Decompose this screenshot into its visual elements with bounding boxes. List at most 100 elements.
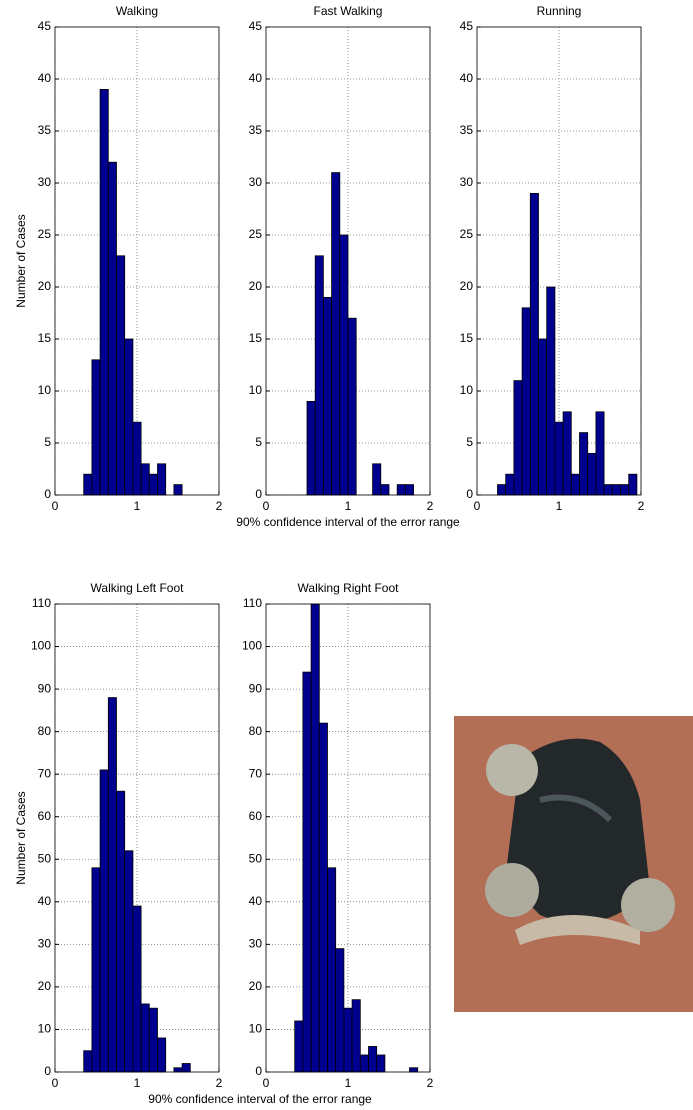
bar — [158, 1038, 166, 1072]
y-tick-label: 0 — [466, 487, 473, 501]
bar — [141, 464, 149, 495]
chart-title: Walking Left Foot — [91, 581, 185, 595]
y-tick-label: 60 — [249, 809, 263, 823]
y-tick-label: 70 — [249, 766, 263, 780]
bar — [373, 464, 381, 495]
bar — [580, 433, 588, 495]
y-tick-label: 20 — [249, 279, 263, 293]
x-tick-label: 2 — [427, 499, 434, 513]
bar — [547, 287, 555, 495]
y-tick-label: 25 — [249, 227, 263, 241]
bar — [539, 339, 547, 495]
y-tick-label: 15 — [249, 331, 263, 345]
bar — [522, 308, 530, 495]
y-tick-label: 0 — [44, 1064, 51, 1078]
y-tick-label: 40 — [249, 894, 263, 908]
y-tick-label: 90 — [38, 681, 52, 695]
bar — [149, 1008, 157, 1072]
y-tick-label: 80 — [249, 724, 263, 738]
x-tick-label: 1 — [134, 1076, 141, 1090]
bar — [307, 401, 315, 495]
bar — [117, 791, 125, 1072]
bar — [405, 485, 413, 495]
y-tick-label: 30 — [38, 937, 52, 951]
bar — [596, 412, 604, 495]
y-tick-label: 45 — [38, 19, 52, 33]
x-tick-label: 1 — [556, 499, 563, 513]
x-tick-label: 2 — [638, 499, 645, 513]
bar — [117, 256, 125, 495]
y-tick-label: 80 — [38, 724, 52, 738]
bar — [92, 868, 100, 1072]
bar — [92, 360, 100, 495]
x-tick-label: 1 — [345, 1076, 352, 1090]
bar — [323, 297, 331, 495]
bar — [621, 485, 629, 495]
y-axis-label: Number of Cases — [14, 791, 28, 884]
y-tick-label: 5 — [466, 435, 473, 449]
y-tick-label: 100 — [31, 639, 51, 653]
bar — [319, 723, 327, 1072]
y-tick-label: 110 — [243, 596, 262, 610]
bar — [360, 1055, 368, 1072]
x-tick-label: 0 — [263, 1076, 270, 1090]
y-tick-label: 70 — [38, 766, 52, 780]
bar — [340, 235, 348, 495]
y-tick-label: 60 — [38, 809, 52, 823]
y-axis-label: Number of Cases — [14, 214, 28, 307]
bar — [158, 464, 166, 495]
y-tick-label: 40 — [249, 71, 263, 85]
bar — [612, 485, 620, 495]
y-tick-label: 10 — [249, 1022, 263, 1036]
bar — [498, 485, 506, 495]
bar — [377, 1055, 385, 1072]
bar — [149, 474, 157, 495]
photo — [454, 716, 693, 1012]
chart-title: Running — [537, 4, 582, 18]
y-tick-label: 10 — [38, 383, 52, 397]
x-tick-label: 0 — [52, 1076, 59, 1090]
bar — [311, 604, 319, 1072]
x-tick-label: 2 — [427, 1076, 434, 1090]
chart-title: Fast Walking — [314, 4, 383, 18]
bar — [604, 485, 612, 495]
chart-title: Walking — [116, 4, 158, 18]
bar — [141, 1004, 149, 1072]
bar — [133, 906, 141, 1072]
y-tick-label: 0 — [255, 1064, 262, 1078]
bar — [174, 1068, 182, 1072]
x-tick-label: 0 — [263, 499, 270, 513]
bar — [174, 485, 182, 495]
y-tick-label: 30 — [249, 175, 263, 189]
y-tick-label: 50 — [249, 851, 263, 865]
bar — [100, 770, 108, 1072]
bar — [555, 422, 563, 495]
y-tick-label: 30 — [38, 175, 52, 189]
x-tick-label: 1 — [345, 499, 352, 513]
y-tick-label: 30 — [249, 937, 263, 951]
bar — [84, 1051, 92, 1072]
y-tick-label: 20 — [38, 979, 52, 993]
bar — [84, 474, 92, 495]
y-tick-label: 10 — [38, 1022, 52, 1036]
y-tick-label: 10 — [460, 383, 474, 397]
bar — [410, 1068, 418, 1072]
y-tick-label: 0 — [44, 487, 51, 501]
y-tick-label: 5 — [255, 435, 262, 449]
y-tick-label: 15 — [38, 331, 52, 345]
bar — [332, 173, 340, 495]
y-tick-label: 40 — [460, 71, 474, 85]
bar — [125, 339, 133, 495]
bar — [303, 672, 311, 1072]
x-tick-label: 0 — [474, 499, 481, 513]
bar — [530, 193, 538, 495]
bar — [571, 474, 579, 495]
y-tick-label: 10 — [249, 383, 263, 397]
y-tick-label: 45 — [460, 19, 474, 33]
y-tick-label: 0 — [255, 487, 262, 501]
x-tick-label: 1 — [134, 499, 141, 513]
bar — [344, 1008, 352, 1072]
x-axis-label: 90% confidence interval of the error ran… — [236, 515, 460, 529]
y-tick-label: 20 — [249, 979, 263, 993]
bar — [563, 412, 571, 495]
